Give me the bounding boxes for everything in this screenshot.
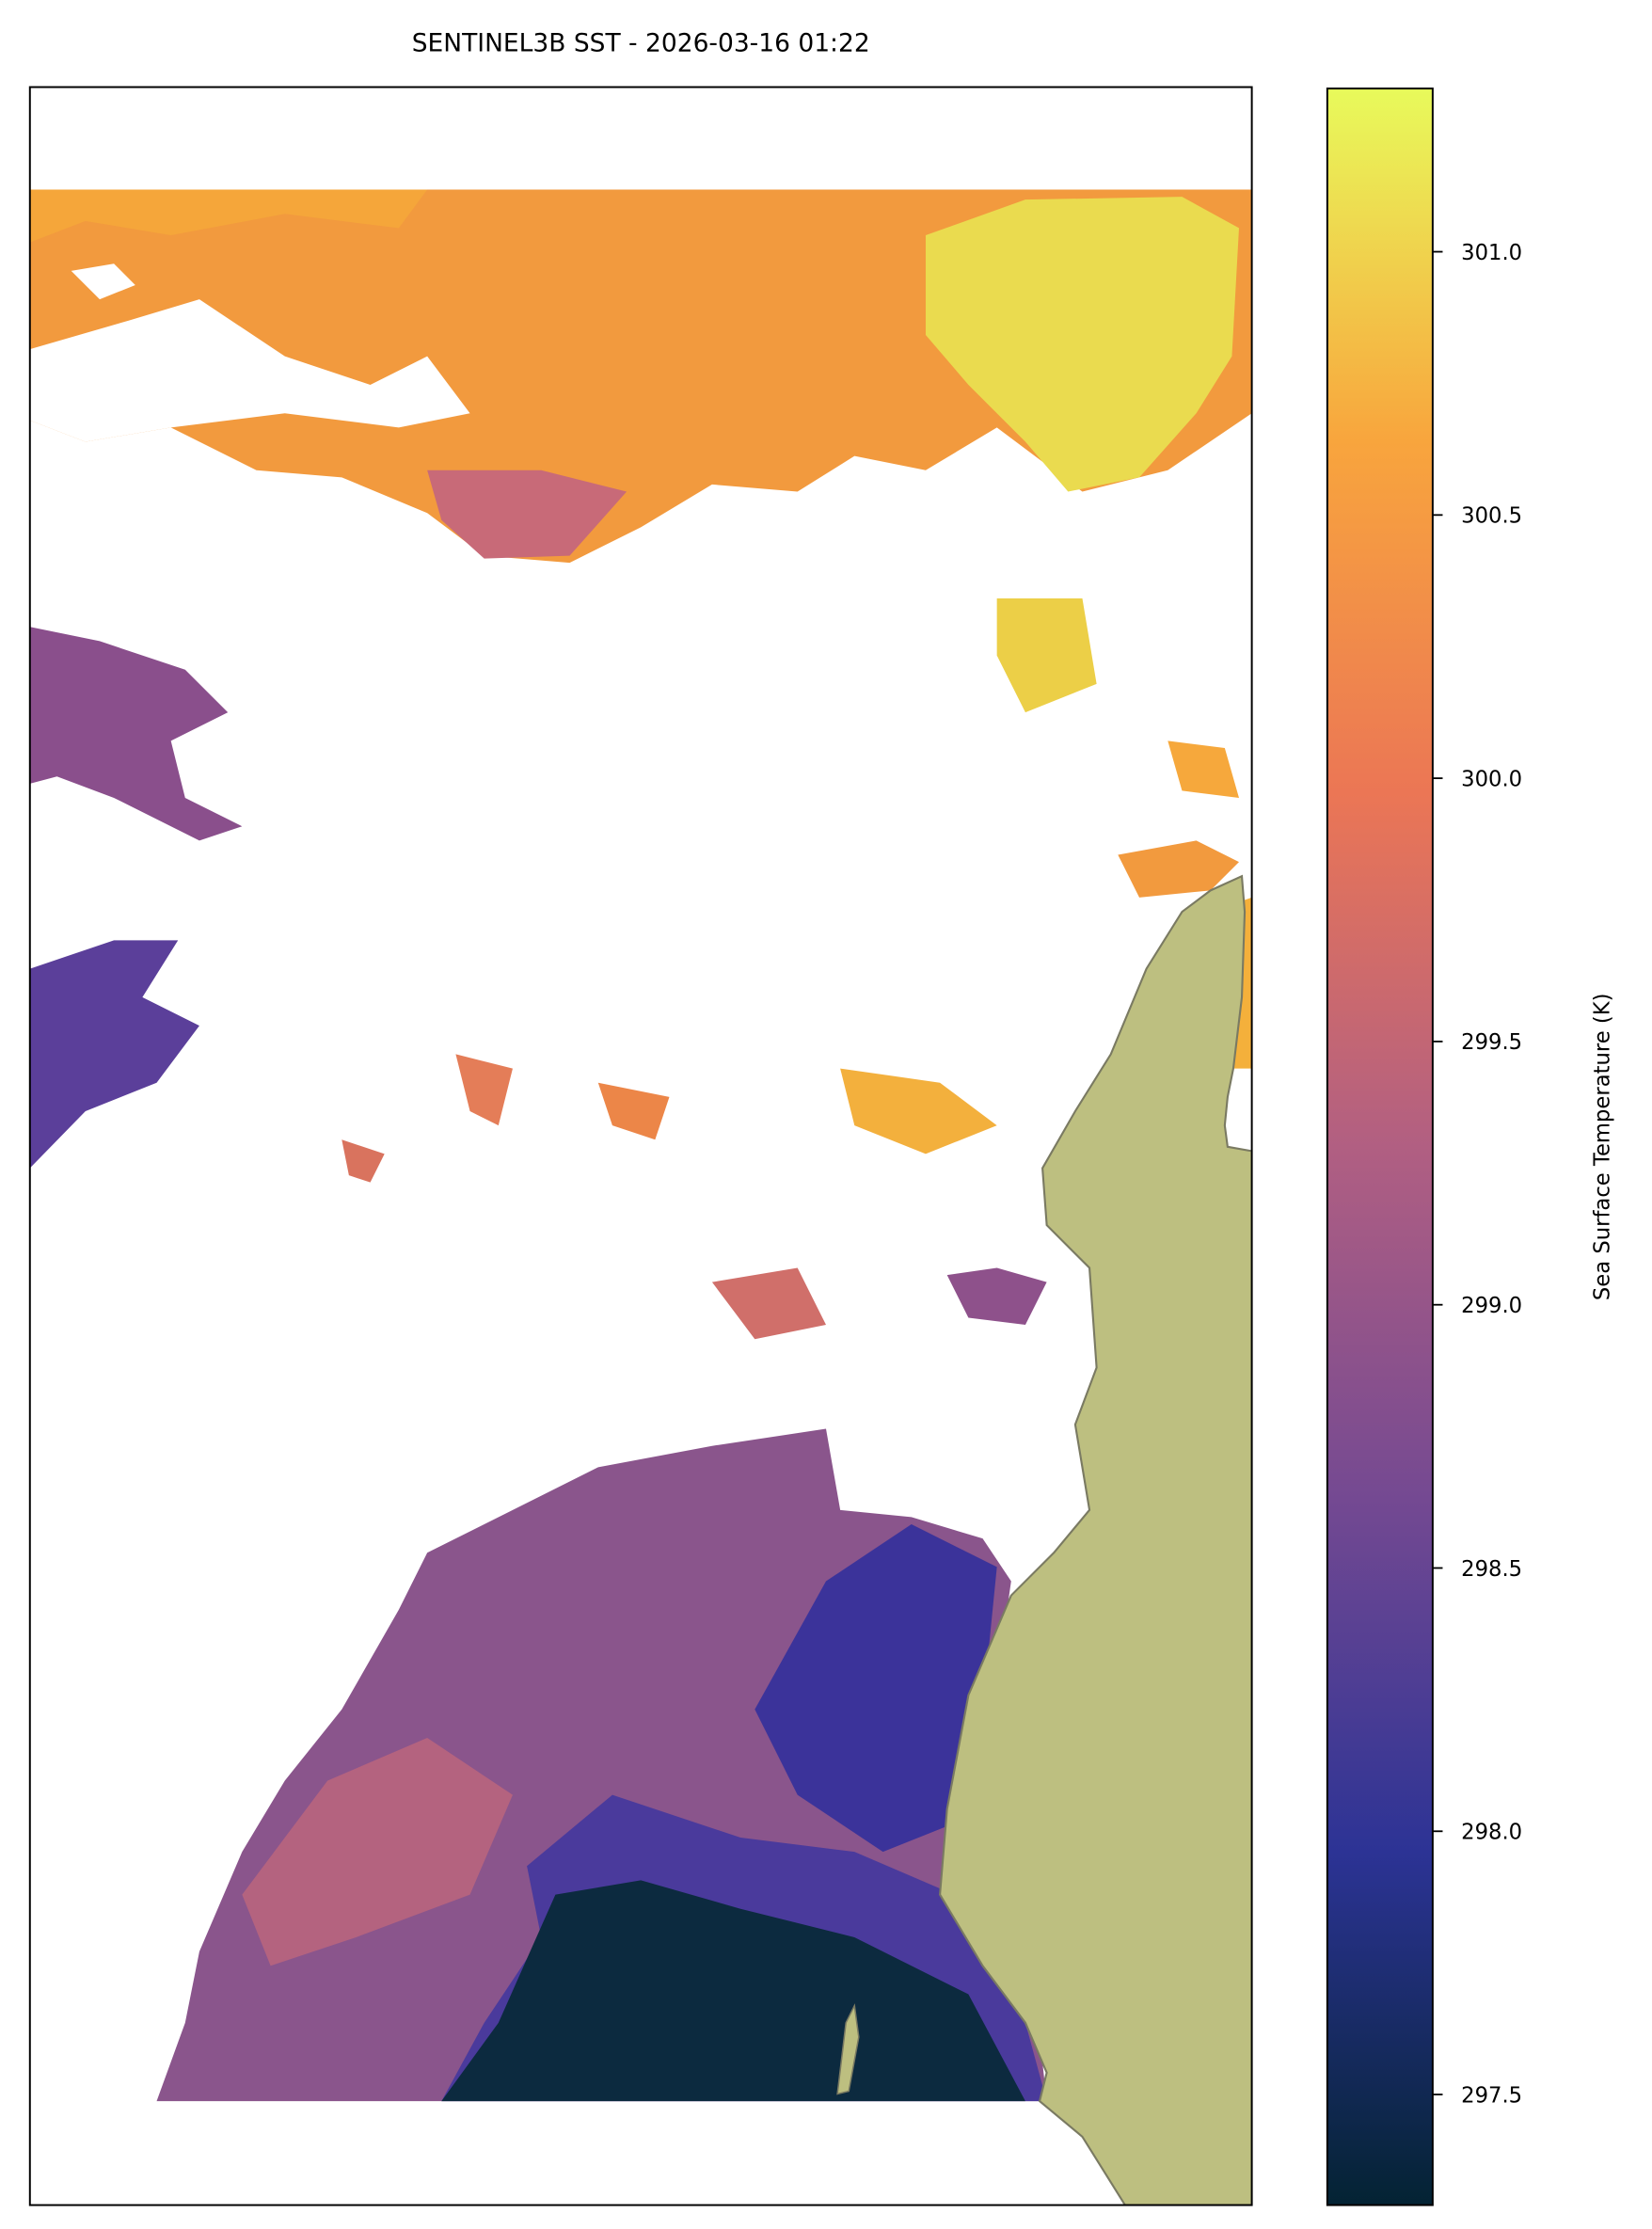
warm-patch xyxy=(342,1139,385,1183)
warm-patch xyxy=(996,598,1097,713)
colorbar-tick-label: 298.5 xyxy=(1461,1557,1522,1582)
cool-patch xyxy=(29,940,199,1169)
island xyxy=(836,2003,860,2095)
colorbar-tick-label: 301.0 xyxy=(1461,241,1522,265)
warm-patch xyxy=(925,197,1239,492)
warm-patch xyxy=(597,1082,670,1140)
land xyxy=(939,874,1252,2205)
warm-band xyxy=(29,189,428,243)
colorbar xyxy=(1326,88,1433,2205)
colorbar-tick-label: 300.0 xyxy=(1461,767,1522,791)
colorbar-tick-label: 300.5 xyxy=(1461,504,1522,529)
sst-field xyxy=(29,189,1252,2205)
cool-patch xyxy=(29,627,243,841)
map-title: SENTINEL3B SST - 2026-03-16 01:22 xyxy=(412,29,870,58)
colorbar-label: Sea Surface Temperature (K) xyxy=(1591,994,1615,1301)
map-frame xyxy=(28,86,1253,2206)
warm-patch xyxy=(1118,840,1239,898)
warm-band xyxy=(427,470,627,559)
warm-patch xyxy=(840,1068,997,1154)
colorbar-tick-label: 298.0 xyxy=(1461,1821,1522,1845)
warm-patch xyxy=(1168,740,1239,798)
cool-patch xyxy=(946,1267,1047,1326)
colorbar-tick-label: 297.5 xyxy=(1461,2083,1522,2108)
colorbar-tick-label: 299.0 xyxy=(1461,1294,1522,1318)
cold-core xyxy=(441,1880,1025,2102)
cloud-gap xyxy=(71,263,135,300)
warm-patch xyxy=(711,1267,826,1340)
cloud-gap xyxy=(29,299,470,442)
cool-field xyxy=(755,1523,997,1853)
colorbar-frame xyxy=(1326,88,1434,2206)
colorbar-tick-label: 299.5 xyxy=(1461,1030,1522,1055)
warm-patch xyxy=(455,1054,513,1126)
cool-field xyxy=(242,1738,513,1966)
